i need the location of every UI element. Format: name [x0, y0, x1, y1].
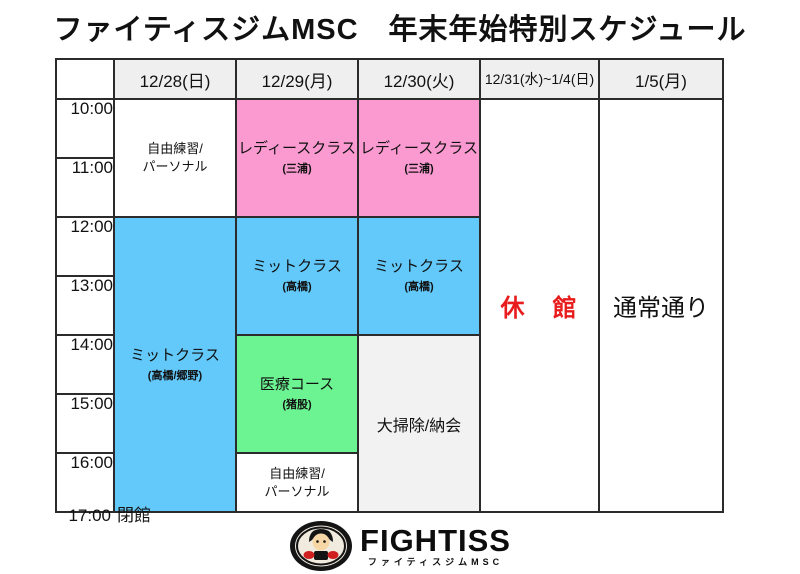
row-1600: 16:00 自由練習/ パーソナル: [55, 452, 723, 513]
time-cell-1000: 10:00: [55, 98, 115, 159]
row-1500: 15:00: [55, 393, 723, 454]
class-label: ミットクラス: [130, 346, 220, 364]
class-label: 大掃除/納会: [376, 417, 462, 435]
normal-schedule-label: 通常通り: [613, 295, 709, 322]
day-header-1230: 12/30(火): [357, 58, 481, 100]
row-1400: 14:00 医療コース (猪股) 大掃除/納会: [55, 334, 723, 513]
day-header-0105: 1/5(月): [598, 58, 724, 100]
brand-subtext: ファイティスジムMSC: [367, 557, 504, 567]
closing-time-note: 17:00 閉館: [55, 501, 151, 526]
day-header-1231-0104: 12/31(水)~1/4(日): [479, 58, 600, 100]
cell-1230-mitt-class: ミットクラス (高橋): [357, 216, 481, 336]
time-cell-1400: 14:00: [55, 334, 115, 395]
day-header-1229: 12/29(月): [235, 58, 359, 100]
row-1000: 10:00 自由練習/ パーソナル レディースクラス (三浦) レディースクラス…: [55, 98, 724, 513]
class-label: 自由練習/ パーソナル: [142, 141, 208, 174]
fightiss-logo-emblem: [290, 521, 353, 571]
class-label: 自由練習/ パーソナル: [264, 465, 330, 499]
cell-1230-ladies-class: レディースクラス (三浦): [357, 98, 481, 218]
time-cell-1500: 15:00: [55, 393, 115, 454]
schedule-table: 12/28(日) 12/29(月) 12/30(火) 12/31(水)~1/4(…: [55, 58, 724, 513]
instructor-label: (猪股): [282, 399, 312, 411]
class-label: ミットクラス: [252, 258, 342, 275]
cell-0105-normal: 通常通り: [598, 98, 724, 513]
instructor-label: (高橋/郷野): [147, 369, 203, 382]
cell-1228-free-practice: 自由練習/ パーソナル: [113, 98, 237, 218]
class-label: レディースクラス: [360, 140, 478, 157]
instructor-label: (高橋): [282, 281, 312, 293]
time-cell-1100: 11:00: [55, 157, 115, 218]
row-1200: 12:00 ミットクラス (高橋/郷野) ミットクラス (高橋) ミットクラス …: [55, 216, 723, 513]
cell-1229-mitt-class: ミットクラス (高橋): [235, 216, 359, 336]
cell-1230-cleaning-party: 大掃除/納会: [357, 334, 481, 513]
instructor-label: (三浦): [282, 163, 312, 175]
closing-label: 閉館: [117, 506, 151, 525]
class-label: 医療コース: [259, 376, 335, 393]
schedule-table-wrap: 12/28(日) 12/29(月) 12/30(火) 12/31(水)~1/4(…: [55, 58, 724, 513]
day-header-1228: 12/28(日): [113, 58, 237, 100]
time-cell-1200: 12:00: [55, 216, 115, 277]
footer-logo: FIGHTISS ファイティスジムMSC: [0, 520, 800, 572]
row-1300: 13:00: [55, 275, 723, 336]
closed-label: 休 館: [500, 295, 579, 322]
brand-block: FIGHTISS ファイティスジムMSC: [360, 525, 511, 567]
cell-1229-free-practice: 自由練習/ パーソナル: [235, 452, 359, 513]
cell-1231-closed: 休 館: [479, 98, 600, 513]
class-label: ミットクラス: [374, 258, 464, 275]
time-cell-1600: 16:00: [55, 452, 115, 513]
corner-cell: [55, 58, 115, 100]
time-cell-1300: 13:00: [55, 275, 115, 336]
row-1100: 11:00: [55, 157, 723, 218]
brand-wordmark: FIGHTISS: [360, 523, 511, 558]
instructor-label: (高橋): [404, 281, 434, 293]
cell-1229-ladies-class: レディースクラス (三浦): [235, 98, 359, 218]
class-label: レディースクラス: [238, 140, 356, 157]
closing-time: 17:00: [68, 506, 111, 525]
cell-1229-medical-course: 医療コース (猪股): [235, 334, 359, 454]
cell-1228-mitt-class: ミットクラス (高橋/郷野): [113, 216, 237, 513]
instructor-label: (三浦): [404, 163, 434, 175]
page-title: ファイティスジムMSC 年末年始特別スケジュール: [53, 14, 747, 46]
header-row: 12/28(日) 12/29(月) 12/30(火) 12/31(水)~1/4(…: [55, 58, 724, 100]
